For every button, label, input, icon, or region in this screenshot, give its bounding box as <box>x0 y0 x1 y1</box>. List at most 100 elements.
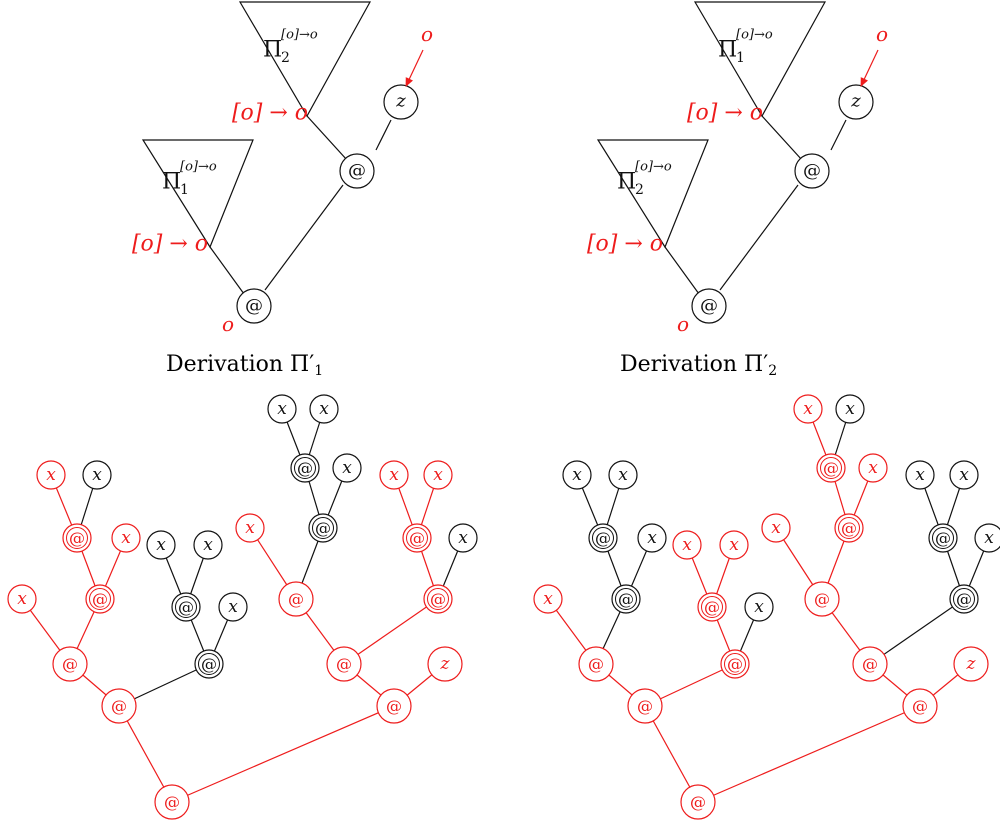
node-circle <box>720 649 750 679</box>
node-label: x <box>245 518 255 538</box>
tree-edge <box>118 705 173 803</box>
triangle-label-upper-superscript: [o]→o <box>281 28 318 43</box>
node-label: @ <box>69 529 85 548</box>
var-node: z <box>953 646 989 682</box>
z-node <box>383 84 419 120</box>
caption-word: Derivation <box>620 352 738 377</box>
node-circle <box>423 460 453 490</box>
node-label: @ <box>618 590 634 609</box>
node-circle <box>36 460 66 490</box>
node-circle <box>423 584 453 614</box>
node-label: x <box>572 465 582 485</box>
app-node: @ <box>85 584 115 614</box>
node-circle <box>562 460 592 490</box>
var-node: x <box>218 592 248 622</box>
node-label: x <box>915 465 925 485</box>
app-node: @ <box>308 513 338 543</box>
var-node: x <box>448 523 478 553</box>
node-label: x <box>959 465 969 485</box>
app-node: @ <box>928 523 958 553</box>
caption-index: 1 <box>314 363 324 379</box>
node-circle <box>761 513 791 543</box>
var-node: x <box>82 460 112 490</box>
app-node: @ <box>326 646 362 682</box>
node-label: @ <box>862 655 878 674</box>
node-circle <box>218 592 248 622</box>
app-node: @ <box>154 784 190 820</box>
subderivation-triangle-upper <box>238 1 372 118</box>
node-label: @ <box>288 590 304 609</box>
z-type-label: o <box>876 22 888 46</box>
node-label: @ <box>201 655 217 674</box>
node-circle <box>7 584 37 614</box>
node-inner-circle <box>701 596 723 618</box>
node-circle <box>902 688 938 724</box>
node-label: x <box>754 597 764 617</box>
var-node: x <box>146 530 176 560</box>
var-node: z <box>427 646 463 682</box>
type-label-lower: [o] → o <box>132 232 208 257</box>
node-circle <box>85 584 115 614</box>
app-node: @ <box>680 784 716 820</box>
node-label: @ <box>178 598 194 617</box>
node-label: @ <box>92 590 108 609</box>
triangle-label-lower-index: 1 <box>180 182 189 198</box>
node-circle <box>62 523 92 553</box>
z-node-label: z <box>850 91 861 112</box>
node-label: x <box>729 535 739 555</box>
node-label: @ <box>956 590 972 609</box>
node-label: @ <box>297 459 313 478</box>
var-node: x <box>637 523 667 553</box>
node-label: @ <box>430 590 446 609</box>
triangle-label-lower: Π <box>162 170 181 195</box>
type-arrow <box>405 49 424 87</box>
node-circle <box>332 453 362 483</box>
var-node: x <box>533 584 563 614</box>
node-label: x <box>46 465 56 485</box>
node-label: x <box>647 528 657 548</box>
node-inner-circle <box>724 653 746 675</box>
app-node: @ <box>278 581 314 617</box>
var-node: x <box>267 394 297 424</box>
node-label: x <box>433 465 443 485</box>
node-inner-circle <box>592 527 614 549</box>
node-label: @ <box>637 697 653 716</box>
var-node: x <box>111 523 141 553</box>
node-inner-circle <box>312 517 334 539</box>
edge <box>375 119 392 151</box>
node-circle <box>171 592 201 622</box>
caption-word: Derivation <box>166 352 284 377</box>
node-label: @ <box>336 655 352 674</box>
var-node: x <box>793 394 823 424</box>
tree-edge <box>697 705 921 803</box>
node-inner-circle <box>294 457 316 479</box>
app-node: @ <box>588 523 618 553</box>
subderivation-triangle-lower <box>141 139 254 249</box>
app-node: @ <box>902 688 938 724</box>
tree-edge <box>171 705 395 803</box>
node-circle <box>637 523 667 553</box>
app-node-bottom-label: @ <box>700 296 718 317</box>
node-label: x <box>228 597 238 617</box>
node-label: @ <box>386 697 402 716</box>
node-label: x <box>543 589 553 609</box>
caption-symbol: Π′ <box>290 352 315 377</box>
var-node: x <box>744 592 774 622</box>
app-node: @ <box>852 646 888 682</box>
node-circle <box>949 584 979 614</box>
node-circle <box>82 460 112 490</box>
node-label: @ <box>935 529 951 548</box>
node-circle <box>194 649 224 679</box>
node-circle <box>627 688 663 724</box>
node-label: @ <box>823 459 839 478</box>
node-inner-circle <box>820 457 842 479</box>
node-label: x <box>156 535 166 555</box>
node-label: x <box>277 399 287 419</box>
tree-edge <box>644 705 699 803</box>
node-label: x <box>121 528 131 548</box>
node-circle <box>834 513 864 543</box>
var-node: x <box>379 460 409 490</box>
node-inner-circle <box>66 527 88 549</box>
node-circle <box>154 784 190 820</box>
app-node-top-label: @ <box>348 161 366 182</box>
